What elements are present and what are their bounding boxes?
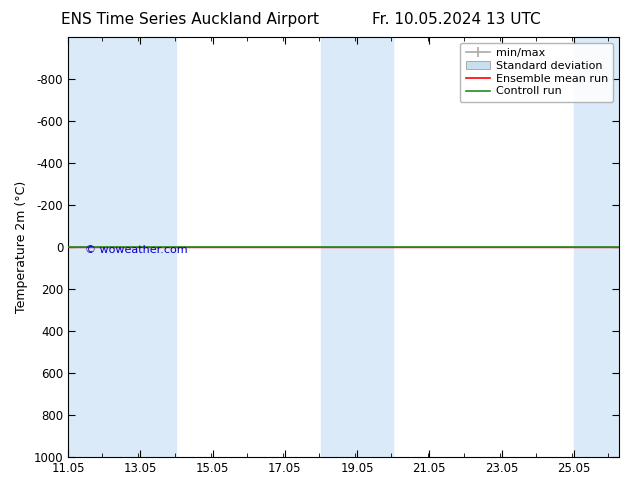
Bar	[68, 37, 104, 457]
Text: © woweather.com: © woweather.com	[84, 245, 187, 255]
Text: Fr. 10.05.2024 13 UTC: Fr. 10.05.2024 13 UTC	[372, 12, 541, 27]
Bar	[574, 37, 619, 457]
Text: ENS Time Series Auckland Airport: ENS Time Series Auckland Airport	[61, 12, 319, 27]
Legend: min/max, Standard deviation, Ensemble mean run, Controll run: min/max, Standard deviation, Ensemble me…	[460, 43, 614, 102]
Y-axis label: Temperature 2m (°C): Temperature 2m (°C)	[15, 181, 28, 313]
Bar	[321, 37, 393, 457]
Bar	[104, 37, 176, 457]
